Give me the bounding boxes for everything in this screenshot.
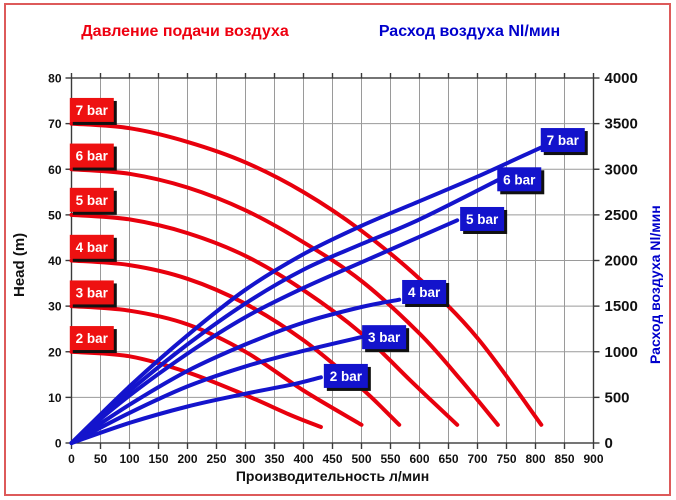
series-label-text-airflow-2-bar: 2 bar xyxy=(330,369,363,384)
curve-airflow-5-bar xyxy=(69,218,460,445)
y-right-tick-label: 500 xyxy=(605,389,630,406)
series-label-text-pressure-2-bar: 2 bar xyxy=(76,331,109,346)
curve-pressure-6-bar xyxy=(69,167,500,427)
y-right-tick-label: 3500 xyxy=(605,116,638,133)
x-tick-label: 850 xyxy=(554,452,574,466)
y-right-tick-label: 2000 xyxy=(605,253,638,270)
y-left-tick-label: 50 xyxy=(48,208,62,222)
y-right-tick-label: 1500 xyxy=(605,298,638,315)
series-label-box-pressure-6-bar xyxy=(69,143,114,168)
series-label-box-pressure-3-bar xyxy=(69,280,114,305)
x-tick-label: 550 xyxy=(380,452,400,466)
x-tick-label: 250 xyxy=(206,452,226,466)
series-label-text-airflow-6-bar: 6 bar xyxy=(503,172,536,187)
x-tick-label: 0 xyxy=(68,452,75,466)
airflow-title: Расход воздуха Nl/мин xyxy=(378,23,561,40)
x-tick-label: 450 xyxy=(322,452,342,466)
series-label-box-pressure-5-bar xyxy=(69,187,114,212)
series-label-box-pressure-4-bar xyxy=(69,234,114,259)
x-tick-label: 750 xyxy=(496,452,516,466)
curve-airflow-2-bar xyxy=(69,375,323,445)
series-label-text-pressure-7-bar: 7 bar xyxy=(76,103,109,118)
x-tick-label: 400 xyxy=(293,452,313,466)
y-right-tick-label: 0 xyxy=(605,435,613,452)
y-left-tick-label: 70 xyxy=(48,117,62,131)
curve-airflow-4-bar xyxy=(69,297,402,445)
y-left-tick-label: 10 xyxy=(48,391,62,405)
x-tick-label: 900 xyxy=(583,452,603,466)
y-right-tick-label: 4000 xyxy=(605,70,638,87)
x-tick-label: 500 xyxy=(351,452,371,466)
series-label-text-airflow-4-bar: 4 bar xyxy=(408,285,441,300)
curve-airflow-6-bar xyxy=(69,178,500,445)
series-label-text-airflow-3-bar: 3 bar xyxy=(368,330,401,345)
x-tick-label: 650 xyxy=(438,452,458,466)
y-right-tick-label: 2500 xyxy=(605,207,638,224)
curve-pressure-3-bar xyxy=(69,304,364,427)
x-tick-label: 800 xyxy=(525,452,545,466)
series-label-box-pressure-2-bar xyxy=(69,326,114,351)
y-right-tick-label: 1000 xyxy=(605,344,638,361)
series-label-box-pressure-7-bar xyxy=(69,97,114,122)
series-label-box-airflow-3-bar xyxy=(362,325,407,350)
x-tick-label: 700 xyxy=(467,452,487,466)
curve-airflow-3-bar xyxy=(69,335,364,445)
x-tick-label: 100 xyxy=(119,452,139,466)
curve-airflow-7-bar xyxy=(69,145,544,445)
series-label-box-airflow-5-bar xyxy=(460,206,505,231)
y-right-tick-label: 3000 xyxy=(605,161,638,178)
series-label-text-pressure-5-bar: 5 bar xyxy=(76,193,109,208)
series-label-text-pressure-4-bar: 4 bar xyxy=(76,240,109,255)
x-tick-label: 150 xyxy=(148,452,168,466)
series-label-text-pressure-3-bar: 3 bar xyxy=(76,285,109,300)
curve-pressure-7-bar xyxy=(69,121,544,427)
curve-pressure-5-bar xyxy=(69,212,460,427)
x-tick-label: 200 xyxy=(177,452,197,466)
y-left-tick-label: 20 xyxy=(48,345,62,359)
pressure-title: Давление подачи воздуха xyxy=(81,23,289,40)
series-label-box-airflow-2-bar xyxy=(323,363,368,388)
series-label-text-pressure-6-bar: 6 bar xyxy=(76,149,109,164)
series-label-box-airflow-7-bar xyxy=(540,128,585,153)
x-tick-label: 600 xyxy=(409,452,429,466)
curve-pressure-2-bar xyxy=(69,349,323,429)
y-left-tick-label: 80 xyxy=(48,72,62,86)
x-axis-label: Производительность л/мин xyxy=(235,468,430,484)
y-left-tick-label: 60 xyxy=(48,163,62,177)
x-tick-label: 350 xyxy=(264,452,284,466)
y-left-tick-label: 30 xyxy=(48,300,62,314)
series-label-box-airflow-4-bar xyxy=(402,279,447,304)
series-label-text-airflow-5-bar: 5 bar xyxy=(466,212,499,227)
y-left-tick-label: 0 xyxy=(55,437,62,451)
x-tick-label: 50 xyxy=(94,452,108,466)
y-left-tick-label: 40 xyxy=(48,254,62,268)
x-tick-label: 300 xyxy=(235,452,255,466)
series-label-box-airflow-6-bar xyxy=(497,167,542,192)
series-label-text-airflow-7-bar: 7 bar xyxy=(547,133,580,148)
